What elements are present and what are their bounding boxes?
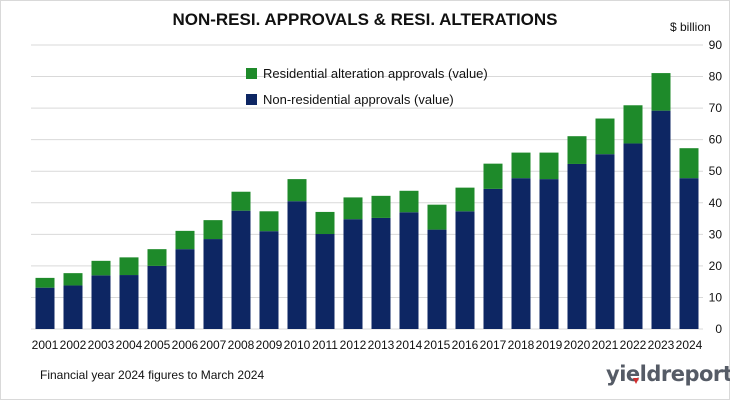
bar-nonresidential <box>539 179 559 329</box>
y-tick-label: 40 <box>709 196 723 210</box>
bar-alterations <box>595 118 615 155</box>
y-tick-label: 80 <box>709 70 723 84</box>
bar-alterations <box>511 152 531 179</box>
y-tick-label: 30 <box>709 227 723 241</box>
x-tick-label: 2013 <box>368 338 395 352</box>
bar-alterations <box>119 257 139 276</box>
x-tick-label: 2016 <box>452 338 479 352</box>
x-tick-label: 2021 <box>592 338 619 352</box>
bar-alterations <box>35 277 55 288</box>
x-tick-label: 2022 <box>620 338 647 352</box>
bar-alterations <box>147 249 167 266</box>
bar-alterations <box>483 163 503 189</box>
bar-alterations <box>231 191 251 211</box>
y-tick-label: 0 <box>715 322 722 336</box>
x-tick-label: 2024 <box>676 338 703 352</box>
bar-nonresidential <box>483 188 503 329</box>
x-tick-label: 2008 <box>228 338 255 352</box>
bar-nonresidential <box>623 143 643 329</box>
y-tick-label: 60 <box>709 133 723 147</box>
bar-nonresidential <box>315 234 335 329</box>
x-tick-label: 2015 <box>424 338 451 352</box>
x-tick-label: 2007 <box>200 338 227 352</box>
bar-alterations <box>623 105 643 144</box>
yieldreport-logo: yieldreport <box>606 362 730 386</box>
bar-alterations <box>315 211 335 235</box>
logo-text: yieldreport <box>606 362 730 386</box>
x-tick-label: 2001 <box>32 338 59 352</box>
x-tick-label: 2018 <box>508 338 535 352</box>
y-tick-label: 50 <box>709 164 723 178</box>
legend-swatch-nonresidential <box>246 93 257 105</box>
bar-alterations <box>399 190 419 213</box>
x-tick-label: 2004 <box>116 338 143 352</box>
x-tick-label: 2019 <box>536 338 563 352</box>
legend-label-nonresidential: Non-residential approvals (value) <box>263 91 454 107</box>
bar-nonresidential <box>567 163 587 329</box>
bar-alterations <box>567 136 587 164</box>
bar-nonresidential <box>203 239 223 329</box>
bar-nonresidential <box>91 275 111 329</box>
y-tick-label: 70 <box>709 101 723 115</box>
bar-alterations <box>539 152 559 180</box>
y-tick-label: 10 <box>709 290 723 304</box>
x-tick-label: 2023 <box>648 338 675 352</box>
y-tick-label: 20 <box>709 259 723 273</box>
bar-nonresidential <box>679 178 699 329</box>
bar-nonresidential <box>119 275 139 329</box>
bar-alterations <box>259 211 279 232</box>
bar-alterations <box>343 197 363 220</box>
x-tick-label: 2012 <box>340 338 367 352</box>
x-tick-label: 2020 <box>564 338 591 352</box>
x-tick-label: 2010 <box>284 338 311 352</box>
bar-alterations <box>679 148 699 179</box>
x-tick-label: 2006 <box>172 338 199 352</box>
bar-alterations <box>175 230 195 250</box>
bar-nonresidential <box>455 211 475 329</box>
bar-nonresidential <box>231 210 251 329</box>
bar-nonresidential <box>511 178 531 329</box>
bar-nonresidential <box>259 231 279 329</box>
logo-accent-mark <box>633 378 639 384</box>
legend-item-nonresidential: Non-residential approvals (value) <box>246 86 488 112</box>
x-tick-label: 2017 <box>480 338 507 352</box>
bar-alterations <box>651 73 671 111</box>
bar-nonresidential <box>343 219 363 329</box>
x-tick-label: 2003 <box>88 338 115 352</box>
footnote: Financial year 2024 figures to March 202… <box>40 368 265 382</box>
legend-label-alterations: Residential alteration approvals (value) <box>263 65 488 81</box>
bar-nonresidential <box>651 110 671 329</box>
chart-title: NON-RESI. APPROVALS & RESI. ALTERATIONS <box>172 10 558 29</box>
bar-nonresidential <box>287 201 307 329</box>
x-tick-label: 2014 <box>396 338 423 352</box>
legend-swatch-alterations <box>246 67 257 79</box>
bar-nonresidential <box>595 154 615 329</box>
bar-alterations <box>91 260 111 276</box>
bar-nonresidential <box>371 217 391 329</box>
y-tick-label: 90 <box>709 38 723 52</box>
bar-alterations <box>203 220 223 240</box>
x-tick-label: 2009 <box>256 338 283 352</box>
bar-alterations <box>455 187 475 212</box>
chart-legend: Residential alteration approvals (value)… <box>246 60 488 112</box>
legend-item-alterations: Residential alteration approvals (value) <box>246 60 488 86</box>
x-tick-label: 2011 <box>312 338 338 352</box>
bar-nonresidential <box>399 212 419 329</box>
y-axis-unit-label: $ billion <box>670 20 711 34</box>
bar-nonresidential <box>147 265 167 329</box>
bar-alterations <box>63 273 83 286</box>
bar-alterations <box>371 195 391 218</box>
bar-alterations <box>287 179 307 202</box>
bar-nonresidential <box>175 249 195 329</box>
x-tick-label: 2002 <box>60 338 87 352</box>
bar-alterations <box>427 204 447 230</box>
bar-nonresidential <box>35 287 55 329</box>
x-tick-label: 2005 <box>144 338 171 352</box>
bar-nonresidential <box>427 229 447 329</box>
bar-nonresidential <box>63 285 83 329</box>
